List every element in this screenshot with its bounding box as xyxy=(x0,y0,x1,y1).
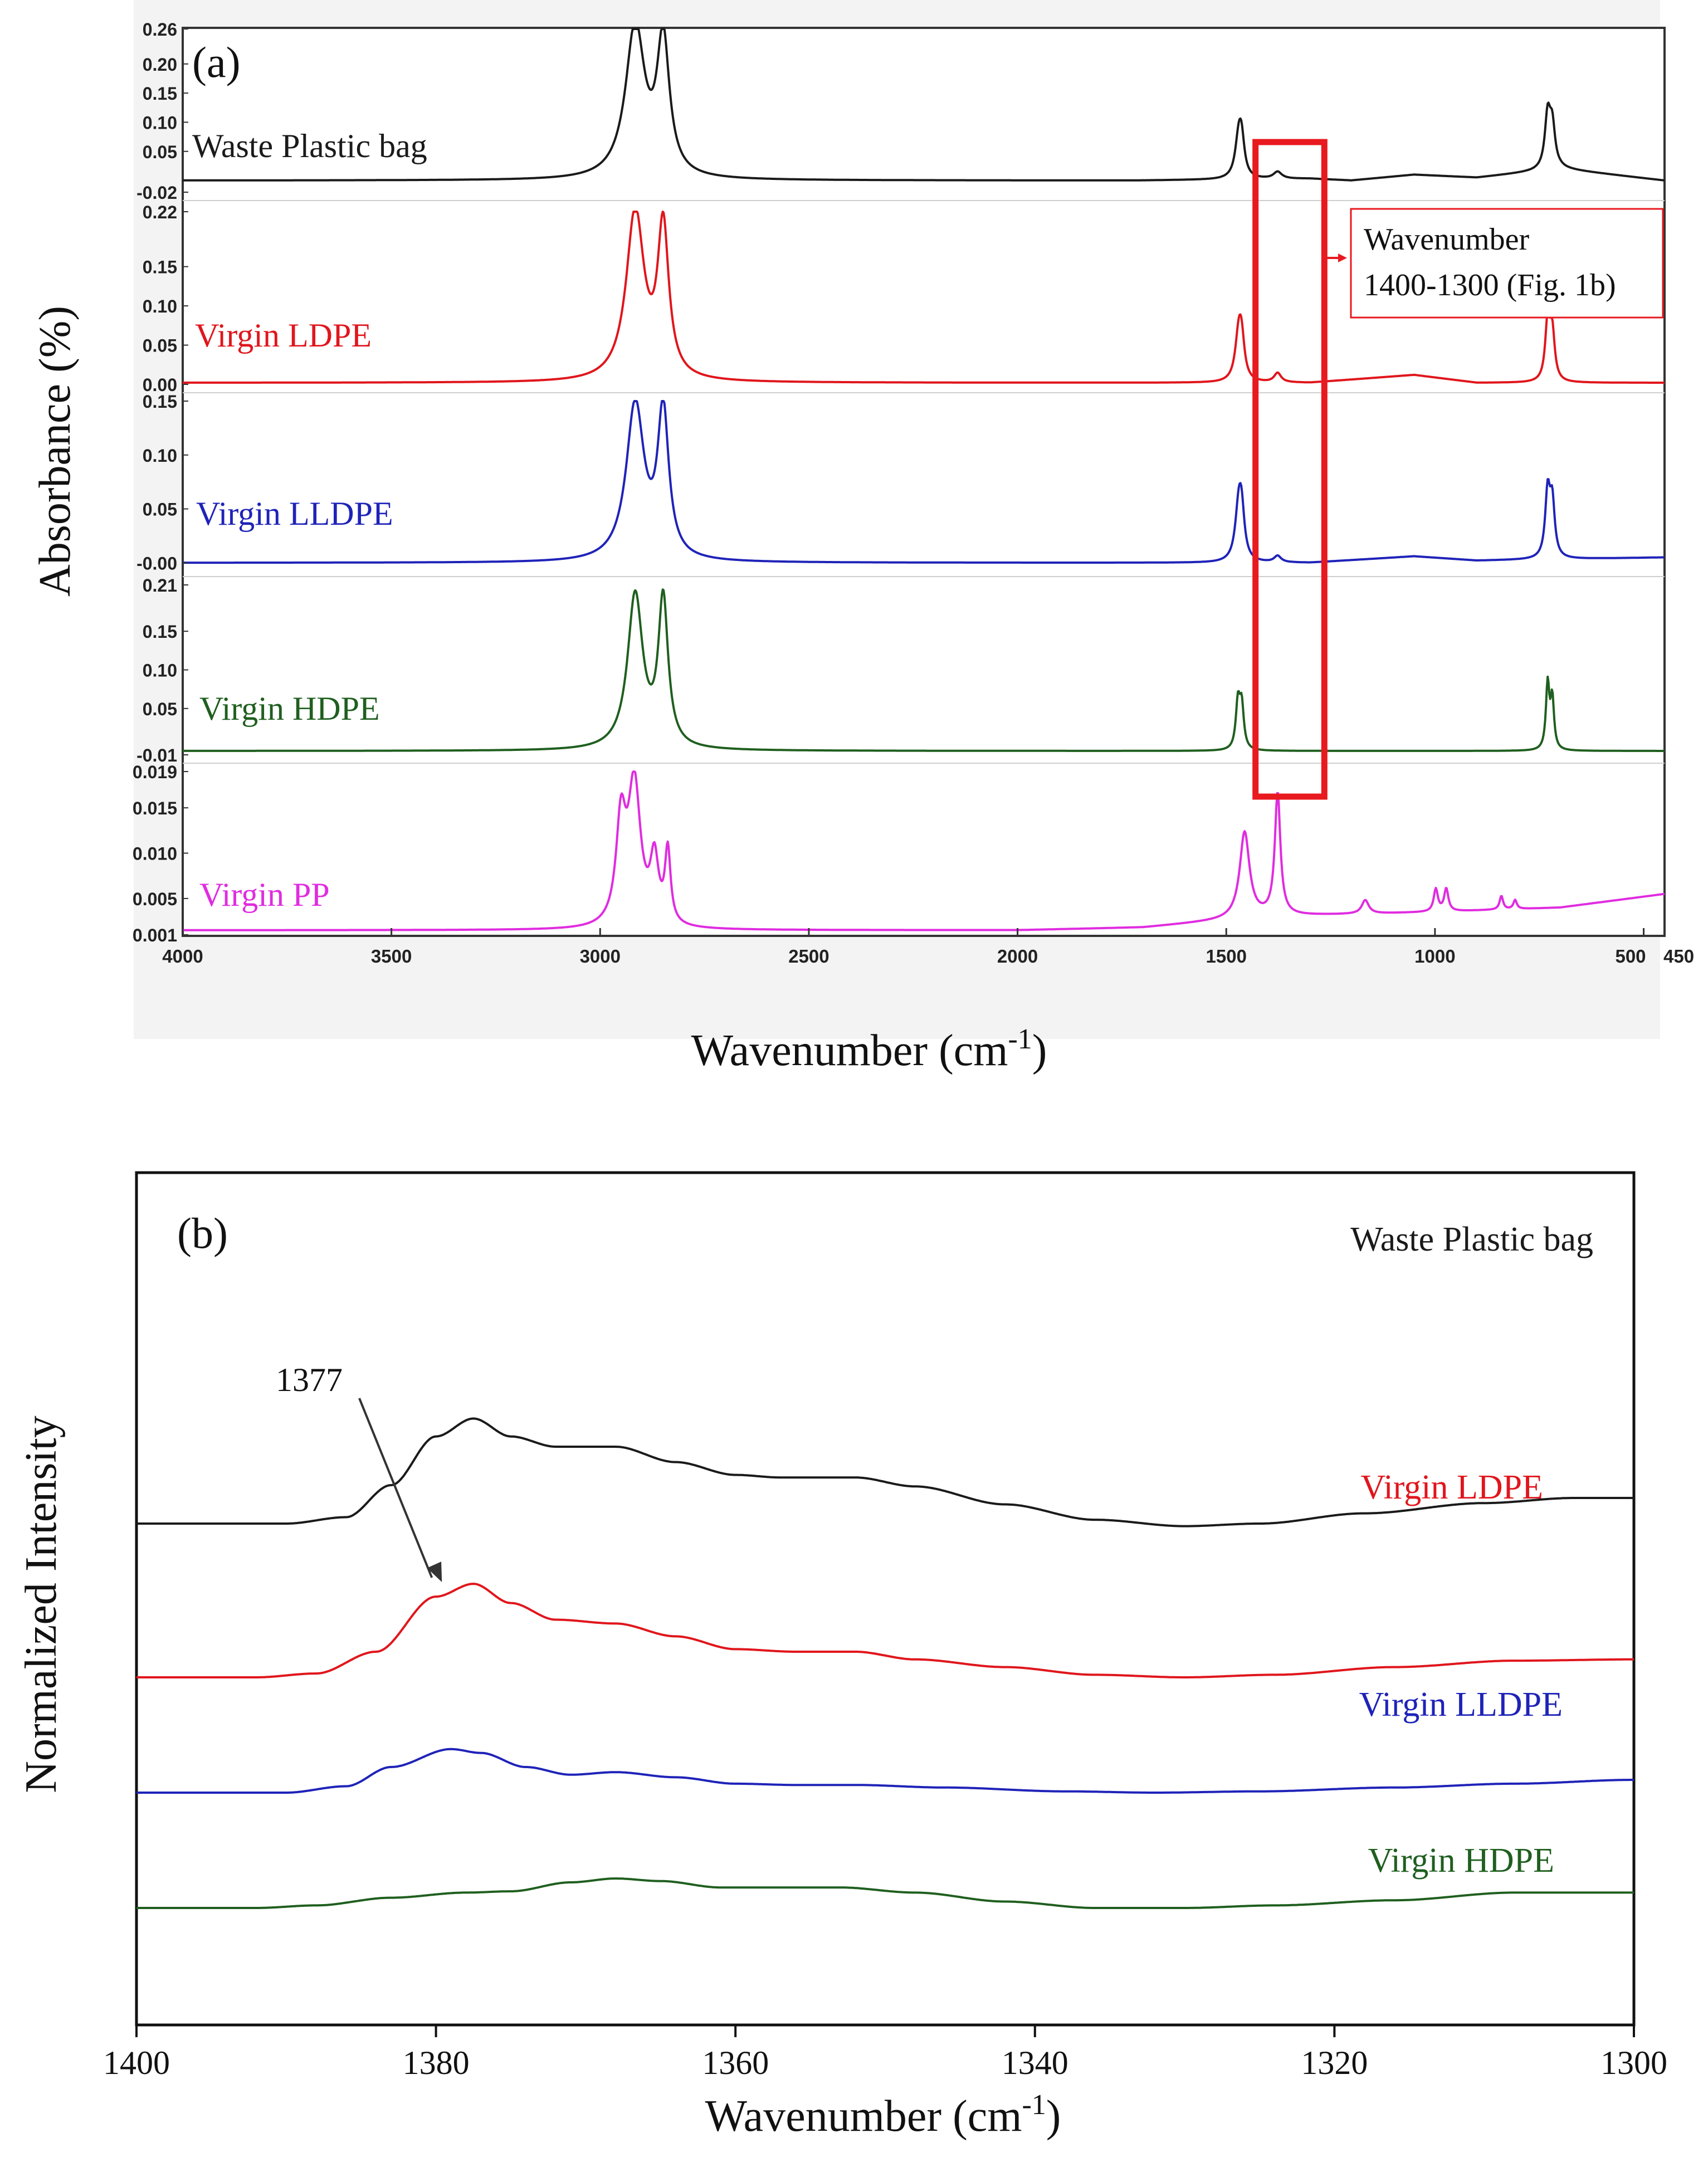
x-tick-label: 2000 xyxy=(997,946,1038,967)
peak-annotation-label: 1377 xyxy=(276,1361,343,1398)
y-tick-label: 0.00 xyxy=(143,375,177,395)
y-tick-label: 0.22 xyxy=(143,202,177,222)
series-label: Virgin HDPE xyxy=(199,690,380,727)
series-virgin-pp: 0.019 0.015 0.010 0.005 0.001 Virgin PP xyxy=(133,762,1665,945)
y-tick-label: 0.20 xyxy=(143,55,177,75)
x-tick-label: 2500 xyxy=(788,946,829,967)
series-virgin-ldpe: Virgin LDPE xyxy=(136,1468,1634,1678)
series-label: Virgin LDPE xyxy=(1360,1468,1543,1506)
y-tick-label: 0.019 xyxy=(133,762,177,782)
x-tick-label: 1500 xyxy=(1206,946,1247,967)
y-tick-label: 0.001 xyxy=(133,925,177,945)
spectrum-line xyxy=(182,400,1665,564)
y-tick-label: 0.15 xyxy=(143,392,177,412)
peak-annotation-arrow-icon xyxy=(427,1561,442,1583)
y-tick-label: 0.015 xyxy=(133,798,177,818)
series-label: Virgin LDPE xyxy=(195,317,372,354)
callout-box xyxy=(1350,208,1664,319)
spectrum-line xyxy=(136,1748,1634,1794)
series-label: Virgin LLDPE xyxy=(1359,1686,1563,1724)
series-virgin-hdpe: 0.21 0.15 0.10 0.05 -0.01 Virgin HDPE xyxy=(136,575,1665,765)
y-tick-label: 0.26 xyxy=(143,19,177,40)
panel-b-x-axis-title-sup: -1 xyxy=(1022,2089,1046,2121)
panel-a-series-group: 0.26 0.20 0.15 0.10 0.05 -0.02 Waste Plastic b… xyxy=(133,19,1665,945)
panel-a: (a) 0.26 0.20 0.15 0.10 0.05 -0.02 Waste Plast… xyxy=(31,0,1694,1075)
peak-annotation-arrow-line xyxy=(358,1398,433,1578)
x-tick-label: 1340 xyxy=(1002,2044,1068,2081)
panel-a-x-axis-title-sup: -1 xyxy=(1008,1023,1032,1055)
y-tick-label: 0.05 xyxy=(143,699,177,719)
x-tick-label: 3000 xyxy=(580,946,621,967)
x-tick-label: 3500 xyxy=(371,946,412,967)
series-virgin-hdpe: Virgin HDPE xyxy=(136,1842,1634,1909)
panel-b: (b) Waste Plastic bag Virgin LDPE Virgin L… xyxy=(17,1171,1667,2141)
y-tick-label: -0.01 xyxy=(136,745,177,765)
y-tick-label: 0.15 xyxy=(143,257,177,277)
y-tick-label: 0.21 xyxy=(143,575,177,596)
spectrum-line xyxy=(136,1583,1634,1678)
x-tick-label: 4000 xyxy=(162,946,203,967)
series-label: Virgin LLDPE xyxy=(196,495,393,532)
panel-b-label: (b) xyxy=(177,1209,228,1257)
series-label: Virgin HDPE xyxy=(1368,1842,1554,1880)
panel-b-plot-frame xyxy=(135,1171,1636,2027)
callout-arrow-icon xyxy=(1338,253,1347,262)
panel-b-series-group: Waste Plastic bag Virgin LDPE Virgin LLDPE… xyxy=(136,1221,1634,1909)
panel-b-x-axis-title-close: ) xyxy=(1046,2092,1061,2141)
x-tick-label: 450 xyxy=(1663,946,1694,967)
series-waste-plastic-bag: 0.26 0.20 0.15 0.10 0.05 -0.02 Waste Plastic b… xyxy=(136,19,1665,203)
series-label: Waste Plastic bag xyxy=(192,128,427,164)
panel-a-label: (a) xyxy=(192,38,241,86)
y-tick-label: 0.15 xyxy=(143,84,177,104)
panel-a-x-axis: 4000 3500 3000 2500 2000 1500 1000 500 450 xyxy=(162,928,1694,967)
x-tick-label: 1300 xyxy=(1600,2044,1667,2081)
series-label: Virgin PP xyxy=(199,876,330,913)
y-tick-label: -0.02 xyxy=(136,183,177,203)
series-virgin-ldpe: 0.22 0.15 0.10 0.05 0.00 Virgin LDPE xyxy=(143,202,1665,395)
y-tick-label: 0.10 xyxy=(143,296,177,316)
series-label: Waste Plastic bag xyxy=(1350,1221,1593,1258)
y-tick-label: 0.05 xyxy=(143,500,177,520)
y-tick-label: 0.010 xyxy=(133,844,177,864)
y-tick-label: 0.10 xyxy=(143,113,177,133)
peak-annotation: 1377 xyxy=(276,1361,442,1583)
x-tick-label: 1380 xyxy=(403,2044,470,2081)
x-tick-label: 500 xyxy=(1615,946,1646,967)
spectrum-line xyxy=(182,770,1665,931)
panel-a-x-axis-title-main: Wavenumber (cm xyxy=(691,1026,1008,1075)
y-tick-label: -0.00 xyxy=(136,553,177,573)
spectrum-line xyxy=(136,1417,1634,1527)
panel-a-x-axis-title-close: ) xyxy=(1032,1026,1047,1075)
panel-b-y-axis-title: Normalized Intensity xyxy=(17,1416,66,1793)
panel-a-x-axis-title: Wavenumber (cm-1) xyxy=(691,1023,1047,1075)
y-tick-label: 0.005 xyxy=(133,889,177,909)
series-waste-plastic-bag: Waste Plastic bag xyxy=(136,1221,1634,1527)
x-tick-label: 1400 xyxy=(103,2044,170,2081)
spectrum-line xyxy=(136,1877,1634,1909)
spectrum-line xyxy=(182,588,1665,752)
x-tick-label: 1320 xyxy=(1301,2044,1368,2081)
x-tick-label: 1360 xyxy=(702,2044,769,2081)
panel-b-x-axis-title: Wavenumber (cm-1) xyxy=(705,2089,1061,2141)
y-tick-label: 0.05 xyxy=(143,336,177,356)
x-tick-label: 1000 xyxy=(1414,946,1455,967)
spectrum-line xyxy=(182,211,1665,384)
series-virgin-lldpe: 0.15 0.10 0.05 -0.00 Virgin LLDPE xyxy=(136,392,1665,577)
callout-line-2: 1400-1300 (Fig. 1b) xyxy=(1364,268,1616,302)
y-tick-label: 0.05 xyxy=(143,142,177,162)
panel-a-y-axis-title: Absorbance (%) xyxy=(31,306,80,597)
highlight-box xyxy=(1252,139,1328,800)
y-tick-label: 0.10 xyxy=(143,661,177,681)
callout: Wavenumber 1400-1300 (Fig. 1b) xyxy=(1321,208,1664,319)
y-tick-label: 0.10 xyxy=(143,446,177,466)
panel-b-x-axis: 1400 1380 1360 1340 1320 1300 xyxy=(103,2025,1667,2081)
y-tick-label: 0.15 xyxy=(143,622,177,642)
panel-b-x-axis-title-main: Wavenumber (cm xyxy=(705,2092,1022,2141)
series-virgin-lldpe: Virgin LLDPE xyxy=(136,1686,1634,1794)
spectrum-line xyxy=(182,28,1665,182)
callout-line-1: Wavenumber xyxy=(1364,222,1529,257)
